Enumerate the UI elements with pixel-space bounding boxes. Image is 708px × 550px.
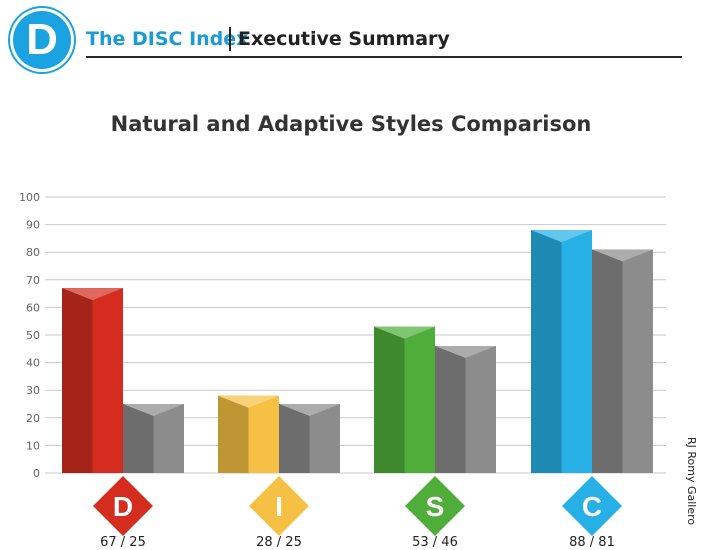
bar-natural-C xyxy=(531,230,592,473)
badge-letter-D: D xyxy=(113,491,133,522)
y-tick-label: 20 xyxy=(26,412,40,425)
category-value-labels: 67 / 25 28 / 25 53 / 46 88 / 81 xyxy=(100,535,615,550)
bar-adaptive-C-left-face xyxy=(592,249,623,473)
value-label-I: 28 / 25 xyxy=(256,535,302,550)
bar-natural-D-right-face xyxy=(92,288,123,473)
badge-letter-S: S xyxy=(426,491,445,522)
bar-natural-S xyxy=(374,326,435,473)
bar-adaptive-S xyxy=(435,346,496,473)
author-credit: RJ Romy Gallero xyxy=(685,437,698,526)
y-tick-label: 60 xyxy=(26,301,40,314)
header: D The DISC Index Executive Summary xyxy=(0,0,708,72)
bar-adaptive-C-top xyxy=(592,249,653,262)
bar-adaptive-D-top xyxy=(123,404,184,416)
value-label-C: 88 / 81 xyxy=(569,535,615,550)
bar-natural-S-right-face xyxy=(404,326,435,473)
badge-diamond-D xyxy=(93,476,153,536)
bar-natural-C-top xyxy=(531,230,592,243)
header-divider xyxy=(86,56,682,58)
y-tick-label: 70 xyxy=(26,274,40,287)
brand-title: The DISC Index xyxy=(86,28,249,50)
bar-adaptive-S-left-face xyxy=(435,346,466,473)
y-tick-label: 50 xyxy=(26,329,40,342)
badge-C: C xyxy=(562,476,622,536)
logo-letter: D xyxy=(26,15,58,64)
bar-natural-I-right-face xyxy=(248,395,279,473)
bars xyxy=(62,230,653,473)
badge-S: S xyxy=(405,476,465,536)
badge-diamond-I xyxy=(249,476,309,536)
badge-letter-C: C xyxy=(582,491,602,522)
title-separator xyxy=(229,27,231,51)
badge-letter-I: I xyxy=(275,491,283,522)
bar-natural-I-top xyxy=(218,395,279,408)
y-tick-label: 30 xyxy=(26,384,40,397)
styles-comparison-chart: 0 10 20 30 40 50 60 70 80 90 100 D I S C 67 / 25 28 / … xyxy=(19,191,666,550)
value-label-S: 53 / 46 xyxy=(412,535,458,550)
bar-adaptive-C-right-face xyxy=(622,249,653,473)
bar-natural-I xyxy=(218,395,279,473)
bar-adaptive-C xyxy=(592,249,653,473)
y-tick-label: 10 xyxy=(26,439,40,452)
y-tick-label: 0 xyxy=(33,467,40,480)
disc-logo-icon: D xyxy=(10,8,74,72)
bar-adaptive-D-left-face xyxy=(123,404,154,473)
bar-natural-D-top xyxy=(62,288,123,301)
bar-natural-I-left-face xyxy=(218,395,249,473)
y-axis-ticks: 0 10 20 30 40 50 60 70 80 90 100 xyxy=(19,191,40,480)
bar-natural-D-left-face xyxy=(62,288,93,473)
section-title: Executive Summary xyxy=(238,28,450,50)
bar-adaptive-I-top xyxy=(279,404,340,416)
value-label-D: 67 / 25 xyxy=(100,535,146,550)
bar-adaptive-S-right-face xyxy=(465,346,496,473)
bar-adaptive-I-left-face xyxy=(279,404,310,473)
chart-title: Natural and Adaptive Styles Comparison xyxy=(110,112,592,136)
bar-adaptive-D xyxy=(123,404,184,473)
y-tick-label: 90 xyxy=(26,219,40,232)
badge-D: D xyxy=(93,476,153,536)
y-tick-label: 40 xyxy=(26,357,40,370)
badge-diamond-S xyxy=(405,476,465,536)
bar-natural-S-top xyxy=(374,326,435,339)
y-tick-label: 100 xyxy=(19,191,40,204)
bar-natural-C-left-face xyxy=(531,230,562,473)
bar-adaptive-D-right-face xyxy=(153,404,184,473)
bar-natural-D xyxy=(62,288,123,473)
bar-adaptive-I xyxy=(279,404,340,473)
bar-adaptive-S-top xyxy=(435,346,496,359)
y-tick-label: 80 xyxy=(26,246,40,259)
bar-natural-C-right-face xyxy=(561,230,592,473)
badge-I: I xyxy=(249,476,309,536)
bar-adaptive-I-right-face xyxy=(309,404,340,473)
badge-diamond-C xyxy=(562,476,622,536)
bar-natural-S-left-face xyxy=(374,326,405,473)
